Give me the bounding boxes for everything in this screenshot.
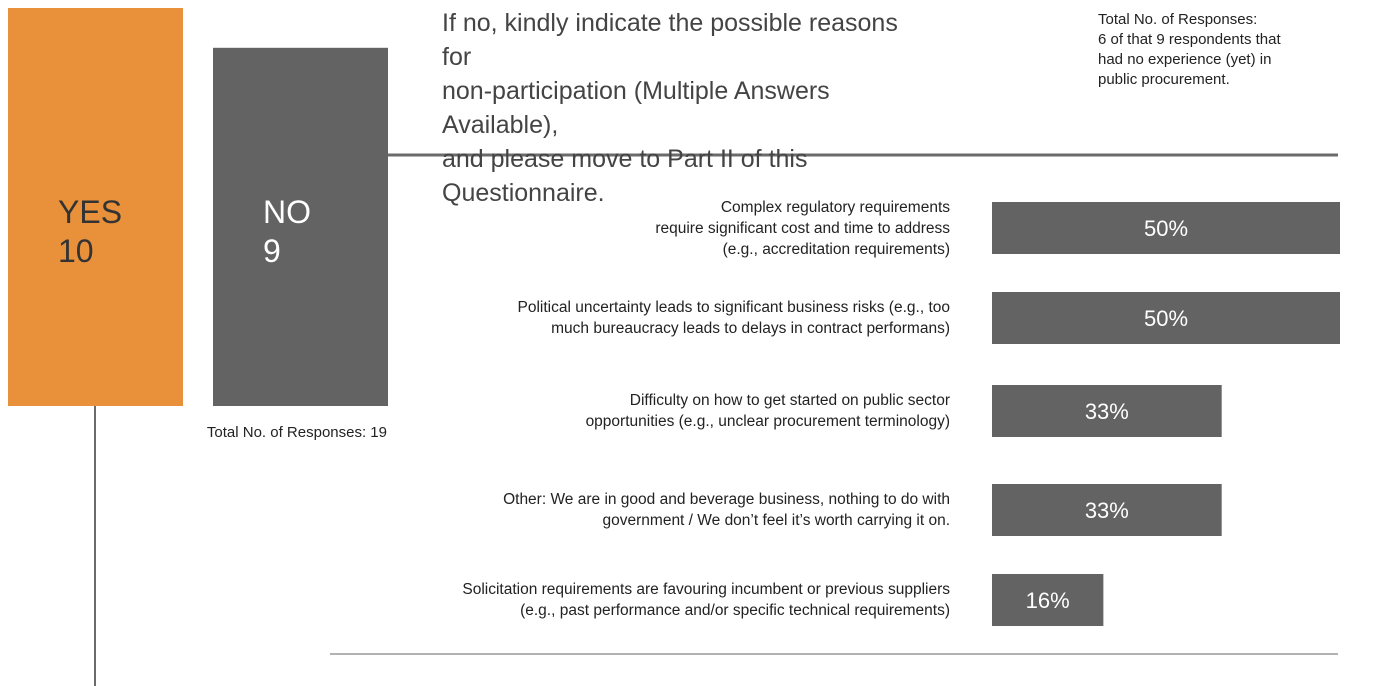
bar: [992, 484, 1222, 536]
bar: [992, 292, 1340, 344]
category-label: Difficulty on how to get started on publ…: [585, 392, 950, 430]
value-label: 9: [263, 233, 281, 269]
value-label: 33%: [1085, 399, 1129, 424]
value-label: 10: [58, 233, 94, 269]
bar: [992, 385, 1222, 437]
bar: [213, 47, 388, 407]
title: If no, kindly indicate the possible reas…: [442, 9, 898, 207]
bar: [8, 8, 183, 406]
category-label: Other: We are in good and beverage busin…: [503, 491, 950, 529]
category-label: NO: [263, 194, 311, 230]
category-label: YES: [58, 194, 122, 230]
value-label: 50%: [1144, 216, 1188, 241]
value-label: 33%: [1085, 498, 1129, 523]
value-label: 50%: [1144, 306, 1188, 331]
value-label: 16%: [1026, 588, 1070, 613]
note: Total No. of Responses: 6 of that 9 resp…: [1098, 11, 1281, 88]
bar: [992, 202, 1340, 254]
bar: [992, 574, 1104, 626]
category-label: Political uncertainty leads to significa…: [517, 299, 951, 337]
annotation: Total No. of Responses: 19: [206, 424, 387, 441]
category-label: Complex regulatory requirements require …: [655, 198, 950, 258]
category-label: Solicitation requirements are favouring …: [462, 581, 950, 619]
